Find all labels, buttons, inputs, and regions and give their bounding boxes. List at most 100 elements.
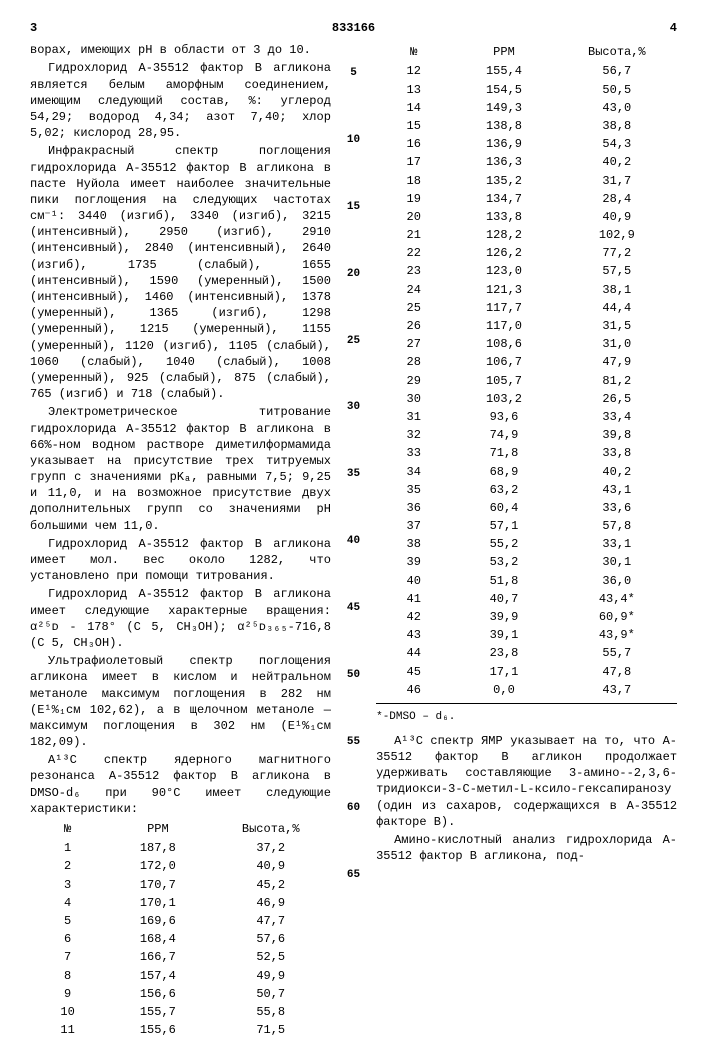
table-row: 3660,433,6: [376, 499, 677, 517]
table-cell: 43,1: [557, 481, 677, 499]
table-cell: 138,8: [451, 117, 556, 135]
table-cell: 31,7: [557, 172, 677, 190]
table-cell: 108,6: [451, 335, 556, 353]
table-cell: 157,4: [105, 967, 210, 985]
table-row: 28106,747,9: [376, 353, 677, 371]
table-cell: 135,2: [451, 172, 556, 190]
table-cell: 34: [376, 463, 451, 481]
table-cell: 170,7: [105, 876, 210, 894]
table-row: 6168,457,6: [30, 930, 331, 948]
th-num: №: [30, 819, 105, 839]
table-cell: 38,1: [557, 281, 677, 299]
table-cell: 36: [376, 499, 451, 517]
table-row: 26117,031,5: [376, 317, 677, 335]
table-row: 4239,960,9*: [376, 608, 677, 626]
paragraph: Электрометрическое титрование гидрохлори…: [30, 404, 331, 534]
table-cell: 52,5: [211, 948, 331, 966]
table-cell: 8: [30, 967, 105, 985]
divider: [376, 703, 677, 704]
table-cell: 43,7: [557, 681, 677, 699]
table-cell: 25: [376, 299, 451, 317]
left-column: ворах, имеющих pH в области от 3 до 10. …: [30, 42, 331, 1039]
table-row: 4339,143,9*: [376, 626, 677, 644]
table-cell: 46: [376, 681, 451, 699]
paragraph: ворах, имеющих pH в области от 3 до 10.: [30, 42, 331, 58]
table-row: 3953,230,1: [376, 553, 677, 571]
table-row: 21128,2102,9: [376, 226, 677, 244]
table-cell: 123,0: [451, 262, 556, 280]
nmr-table-right: № PPM Высота,% 12155,456,713154,550,5141…: [376, 42, 677, 699]
table-cell: 71,5: [211, 1021, 331, 1039]
table-cell: 37: [376, 517, 451, 535]
th-ppm: PPM: [105, 819, 210, 839]
table-cell: 54,3: [557, 135, 677, 153]
table-cell: 63,2: [451, 481, 556, 499]
table-cell: 39: [376, 553, 451, 571]
table-cell: 2: [30, 857, 105, 875]
table-cell: 39,1: [451, 626, 556, 644]
table-cell: 43,0: [557, 99, 677, 117]
table-cell: 105,7: [451, 372, 556, 390]
table-cell: 168,4: [105, 930, 210, 948]
table-row: 25117,744,4: [376, 299, 677, 317]
paragraph: A¹³C спектр ЯМР указывает на то, что A-3…: [376, 733, 677, 830]
table-row: 9156,650,7: [30, 985, 331, 1003]
table-row: 24121,338,1: [376, 281, 677, 299]
table-cell: 55,8: [211, 1003, 331, 1021]
table-row: 15138,838,8: [376, 117, 677, 135]
table-cell: 45: [376, 663, 451, 681]
table-cell: 33,1: [557, 535, 677, 553]
two-column-layout: ворах, имеющих pH в области от 3 до 10. …: [30, 42, 677, 1039]
table-cell: 17: [376, 153, 451, 171]
table-cell: 10: [30, 1003, 105, 1021]
table-cell: 57,8: [557, 517, 677, 535]
table-row: 23123,057,5: [376, 262, 677, 280]
table-cell: 47,8: [557, 663, 677, 681]
right-column: № PPM Высота,% 12155,456,713154,550,5141…: [376, 42, 677, 1039]
table-cell: 42: [376, 608, 451, 626]
table-cell: 39,8: [557, 426, 677, 444]
table-row: 4517,147,8: [376, 663, 677, 681]
table-cell: 49,9: [211, 967, 331, 985]
table-cell: 44: [376, 644, 451, 662]
table-cell: 27: [376, 335, 451, 353]
table-cell: 31: [376, 408, 451, 426]
table-row: 3468,940,2: [376, 463, 677, 481]
table-cell: 14: [376, 99, 451, 117]
table-cell: 81,2: [557, 372, 677, 390]
table-cell: 50,5: [557, 81, 677, 99]
table-cell: 21: [376, 226, 451, 244]
table-cell: 136,9: [451, 135, 556, 153]
table-row: 10155,755,8: [30, 1003, 331, 1021]
table-cell: 40,9: [557, 208, 677, 226]
table-cell: 13: [376, 81, 451, 99]
table-cell: 5: [30, 912, 105, 930]
table-cell: 26: [376, 317, 451, 335]
table-cell: 50,7: [211, 985, 331, 1003]
table-row: 16136,954,3: [376, 135, 677, 153]
table-cell: 55,7: [557, 644, 677, 662]
table-cell: 56,7: [557, 62, 677, 80]
line-marker: 30: [347, 400, 360, 415]
table-cell: 155,6: [105, 1021, 210, 1039]
table-cell: 20: [376, 208, 451, 226]
table-cell: 57,5: [557, 262, 677, 280]
table-cell: 19: [376, 190, 451, 208]
table-cell: 55,2: [451, 535, 556, 553]
table-cell: 117,7: [451, 299, 556, 317]
table-cell: 38: [376, 535, 451, 553]
table-cell: 57,1: [451, 517, 556, 535]
table-row: 17136,340,2: [376, 153, 677, 171]
table-row: 19134,728,4: [376, 190, 677, 208]
table-row: 4423,855,7: [376, 644, 677, 662]
table-cell: 40: [376, 572, 451, 590]
table-cell: 22: [376, 244, 451, 262]
table-cell: 12: [376, 62, 451, 80]
table-cell: 166,7: [105, 948, 210, 966]
table-cell: 16: [376, 135, 451, 153]
table-row: 3170,745,2: [30, 876, 331, 894]
table-cell: 28: [376, 353, 451, 371]
th-height: Высота,%: [211, 819, 331, 839]
table-cell: 15: [376, 117, 451, 135]
table-cell: 169,6: [105, 912, 210, 930]
